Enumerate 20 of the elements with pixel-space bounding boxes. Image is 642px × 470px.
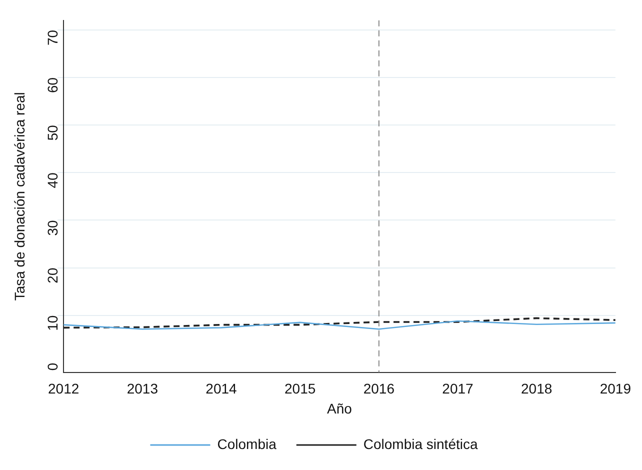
x-tick-label: 2013 <box>126 380 158 397</box>
y-tick-label: 0 <box>44 362 60 371</box>
x-tick-label: 2012 <box>48 380 80 397</box>
y-axis-title: Tasa de donación cadavérica real <box>11 92 28 301</box>
x-tick-label: 2017 <box>442 380 474 397</box>
x-tick-label: 2018 <box>521 380 552 397</box>
x-tick-label: 2014 <box>206 380 238 397</box>
legend-label: Colombia sintética <box>363 436 478 452</box>
legend-label: Colombia <box>217 436 277 452</box>
y-tick-label: 30 <box>44 220 60 236</box>
y-tick-label: 40 <box>44 172 60 188</box>
y-tick-label: 70 <box>44 30 60 46</box>
y-tick-label: 50 <box>44 124 60 141</box>
x-axis-title: Año <box>327 400 352 416</box>
x-tick-label: 2019 <box>600 380 632 397</box>
y-tick-label: 60 <box>44 77 60 94</box>
y-tick-label: 10 <box>44 315 60 331</box>
x-tick-label: 2015 <box>284 380 316 397</box>
x-tick-label: 2016 <box>363 380 395 397</box>
y-tick-label: 20 <box>44 268 60 284</box>
